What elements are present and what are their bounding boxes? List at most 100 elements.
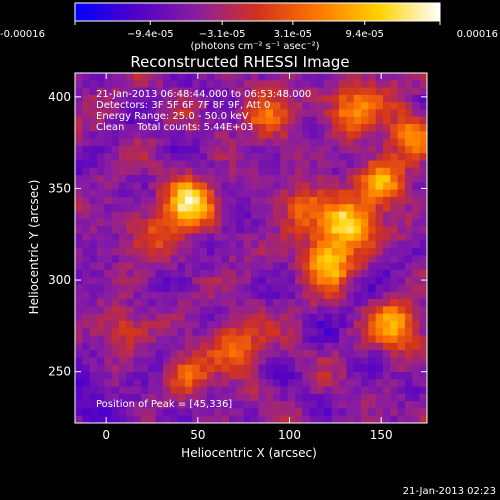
- heatmap-cell: [317, 94, 325, 103]
- heatmap-cell: [405, 393, 413, 402]
- heatmap-cell: [287, 240, 296, 249]
- heatmap-cell: [273, 160, 281, 169]
- heatmap-cell: [390, 299, 399, 307]
- heatmap-cell: [353, 240, 362, 249]
- heatmap-cell: [221, 160, 230, 169]
- heatmap-cell: [419, 87, 427, 96]
- heatmap-cell: [309, 328, 318, 336]
- heatmap-cell: [243, 335, 252, 344]
- heatmap-cell: [361, 393, 369, 402]
- heatmap-cell: [199, 408, 208, 417]
- heatmap-cell: [265, 218, 274, 227]
- heatmap-cell: [258, 124, 267, 132]
- heatmap-cell: [126, 240, 135, 249]
- heatmap-cell: [331, 116, 340, 125]
- heatmap-cell: [185, 116, 193, 125]
- heatmap-cell: [412, 131, 421, 140]
- heatmap-cell: [251, 393, 259, 402]
- heatmap-cell: [89, 393, 98, 402]
- heatmap-cell: [89, 371, 98, 380]
- heatmap-cell: [236, 226, 245, 234]
- heatmap-cell: [309, 94, 318, 103]
- heatmap-cell: [170, 131, 179, 140]
- heatmap-cell: [192, 196, 201, 205]
- heatmap-cell: [273, 371, 281, 380]
- heatmap-cell: [419, 80, 427, 88]
- heatmap-cell: [302, 226, 311, 234]
- heatmap-cell: [243, 124, 252, 132]
- heatmap-cell: [405, 248, 413, 256]
- heatmap-cell: [75, 153, 83, 161]
- heatmap-cell: [170, 94, 179, 103]
- heatmap-cell: [251, 189, 259, 198]
- heatmap-cell: [243, 204, 252, 212]
- heatmap-cell: [214, 401, 223, 409]
- heatmap-cell: [317, 138, 325, 147]
- heatmap-cell: [236, 386, 245, 395]
- heatmap-cell: [405, 175, 413, 183]
- heatmap-cell: [287, 73, 296, 81]
- heatmap-cell: [111, 124, 120, 132]
- heatmap-cell: [75, 408, 83, 417]
- heatmap-cell: [126, 386, 135, 395]
- heatmap-cell: [287, 102, 296, 110]
- heatmap-cell: [258, 145, 267, 154]
- heatmap-cell: [155, 189, 164, 198]
- heatmap-cell: [324, 175, 333, 183]
- heatmap-cell: [229, 284, 237, 293]
- heatmap-cell: [207, 131, 215, 140]
- heatmap-cell: [273, 102, 281, 110]
- heatmap-cell: [163, 87, 171, 96]
- heatmap-cell: [148, 204, 157, 212]
- heatmap-cell: [375, 299, 384, 307]
- heatmap-cell: [163, 248, 171, 256]
- heatmap-cell: [339, 240, 347, 249]
- heatmap-cell: [141, 262, 149, 271]
- heatmap-cell: [221, 320, 230, 329]
- heatmap-cell: [383, 87, 391, 96]
- heatmap-cell: [280, 73, 289, 81]
- heatmap-cell: [331, 335, 340, 344]
- heatmap-cell: [163, 218, 171, 227]
- heatmap-cell: [207, 371, 215, 380]
- heatmap-cell: [390, 94, 399, 103]
- heatmap-cell: [97, 335, 105, 344]
- heatmap-cell: [141, 386, 149, 395]
- heatmap-cell: [361, 248, 369, 256]
- heatmap-cell: [104, 291, 113, 300]
- heatmap-cell: [309, 73, 318, 81]
- heatmap-cell: [185, 94, 193, 103]
- heatmap-cell: [383, 175, 391, 183]
- heatmap-cell: [324, 109, 333, 118]
- heatmap-cell: [111, 386, 120, 395]
- heatmap-cell: [111, 80, 120, 88]
- heatmap-cell: [295, 255, 303, 263]
- heatmap-cell: [339, 196, 347, 205]
- heatmap-cell: [243, 175, 252, 183]
- heatmap-cell: [229, 80, 237, 88]
- heatmap-cell: [405, 379, 413, 387]
- heatmap-cell: [141, 401, 149, 409]
- heatmap-cell: [155, 269, 164, 278]
- heatmap-cell: [309, 189, 318, 198]
- heatmap-cell: [331, 408, 340, 417]
- heatmap-cell: [199, 131, 208, 140]
- heatmap-cell: [163, 204, 171, 212]
- heatmap-cell: [243, 386, 252, 395]
- heatmap-cell: [199, 401, 208, 409]
- heatmap-cell: [339, 233, 347, 242]
- heatmap-cell: [346, 408, 355, 417]
- heatmap-cell: [405, 145, 413, 154]
- heatmap-cell: [185, 313, 193, 322]
- heatmap-cell: [163, 262, 171, 271]
- heatmap-cell: [258, 277, 267, 285]
- heatmap-cell: [148, 291, 157, 300]
- heatmap-cell: [104, 124, 113, 132]
- heatmap-cell: [280, 182, 289, 191]
- heatmap-cell: [170, 408, 179, 417]
- heatmap-cell: [207, 182, 215, 191]
- heatmap-cell: [295, 109, 303, 118]
- heatmap-cell: [236, 262, 245, 271]
- heatmap-cell: [75, 226, 83, 234]
- heatmap-cell: [243, 401, 252, 409]
